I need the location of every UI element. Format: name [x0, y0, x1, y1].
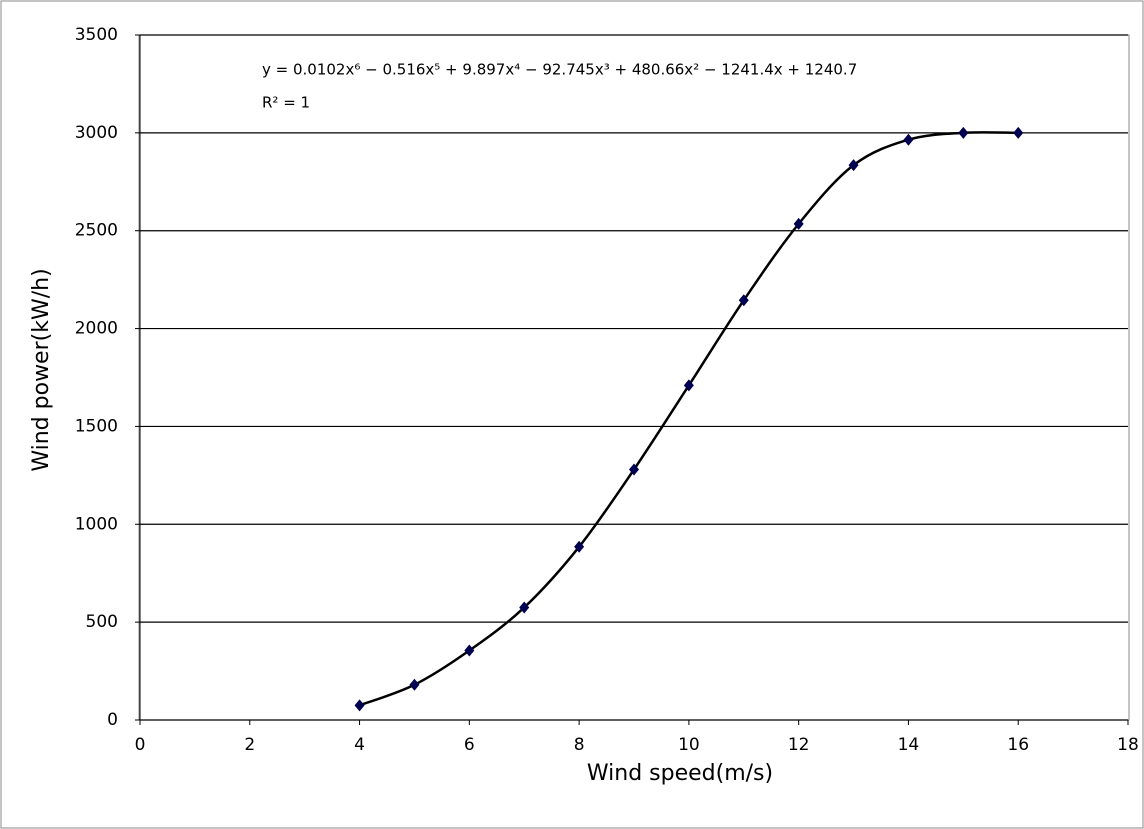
- y-tick-label: 500: [86, 612, 118, 632]
- x-tick-label: 4: [354, 735, 365, 755]
- y-tick-label: 0: [107, 710, 118, 730]
- x-tick-label: 2: [244, 735, 255, 755]
- x-tick-label: 8: [574, 735, 585, 755]
- y-axis-title: Wind power(kW/h): [29, 268, 54, 471]
- point: [519, 601, 530, 614]
- point: [793, 217, 804, 230]
- point: [683, 379, 694, 392]
- point: [409, 678, 420, 691]
- x-axis-title: Wind speed(m/s): [587, 761, 773, 786]
- x-tick-label: 12: [788, 735, 810, 755]
- point: [738, 294, 749, 307]
- point: [354, 699, 365, 712]
- x-tick-label: 18: [1117, 735, 1139, 755]
- equation: y = 0.0102x⁶ − 0.516x⁵ + 9.897x⁴ − 92.74…: [262, 61, 857, 79]
- y-tick-label: 2500: [75, 221, 118, 241]
- y-tick-label: 2000: [75, 319, 118, 339]
- y-tick-label: 1000: [75, 514, 118, 534]
- x-tick-label: 0: [135, 735, 146, 755]
- y-tick-label: 1500: [75, 416, 118, 436]
- r-squared: R² = 1: [262, 94, 310, 112]
- point: [903, 133, 914, 146]
- y-tick-label: 3500: [75, 25, 118, 45]
- point: [464, 644, 475, 657]
- point: [958, 126, 969, 139]
- x-tick-label: 14: [898, 735, 920, 755]
- point: [1013, 126, 1024, 139]
- x-tick-label: 10: [678, 735, 700, 755]
- y-tick-label: 3000: [75, 123, 118, 143]
- point: [848, 159, 859, 172]
- point: [574, 540, 585, 553]
- point: [629, 463, 639, 476]
- x-tick-label: 16: [1007, 735, 1029, 755]
- x-tick-label: 6: [464, 735, 475, 755]
